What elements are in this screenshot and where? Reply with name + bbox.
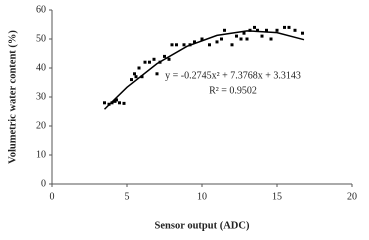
point (193, 40, 196, 44)
point (115, 98, 118, 102)
y-tick-label: 40 (36, 62, 46, 73)
x-tick-label: 0 (50, 191, 55, 202)
point (245, 37, 249, 41)
point (134, 75, 138, 79)
point (260, 34, 264, 38)
x-axis-label: Sensor output (ADC) (155, 220, 250, 231)
point (182, 43, 186, 47)
x-tick-label: 20 (347, 191, 357, 202)
point (133, 72, 136, 76)
point (293, 28, 297, 32)
equation: y = -0.2745x² + 7.3768x + 3.3143 (165, 70, 301, 81)
r-squared: R² = 0.9502 (209, 85, 257, 96)
point (200, 37, 204, 41)
y-tick-label: 50 (36, 33, 46, 44)
point (235, 34, 238, 38)
point (170, 43, 174, 47)
point (163, 54, 166, 58)
point (242, 31, 246, 35)
point (137, 66, 141, 70)
y-axis-label: Volumetric water content (%) (7, 30, 18, 164)
point (230, 43, 234, 47)
point (140, 75, 144, 79)
point (223, 28, 226, 32)
point (275, 28, 279, 32)
trend-line (103, 30, 305, 110)
y-tick-label: 30 (36, 91, 46, 102)
x-tick-label: 10 (197, 191, 207, 202)
point (283, 25, 286, 29)
point (130, 78, 133, 82)
point (239, 37, 243, 41)
point (208, 43, 211, 47)
x-tick-label: 15 (272, 191, 282, 202)
point (155, 72, 159, 76)
point (148, 60, 151, 64)
point (103, 101, 106, 105)
point (265, 28, 268, 32)
point (220, 37, 223, 41)
point (287, 25, 291, 29)
point (269, 37, 273, 41)
y-tick-label: 60 (36, 4, 46, 15)
point (152, 57, 156, 61)
x-tick-label: 5 (125, 191, 130, 202)
y-tick-label: 10 (36, 149, 46, 160)
y-tick-label: 0 (41, 178, 46, 189)
point (167, 57, 171, 61)
point (143, 60, 147, 64)
point (122, 101, 126, 105)
point (256, 28, 259, 32)
point (301, 31, 304, 35)
y-tick-label: 20 (36, 120, 46, 131)
point (175, 43, 178, 47)
point (253, 25, 256, 29)
point (118, 101, 121, 105)
point (215, 40, 219, 44)
